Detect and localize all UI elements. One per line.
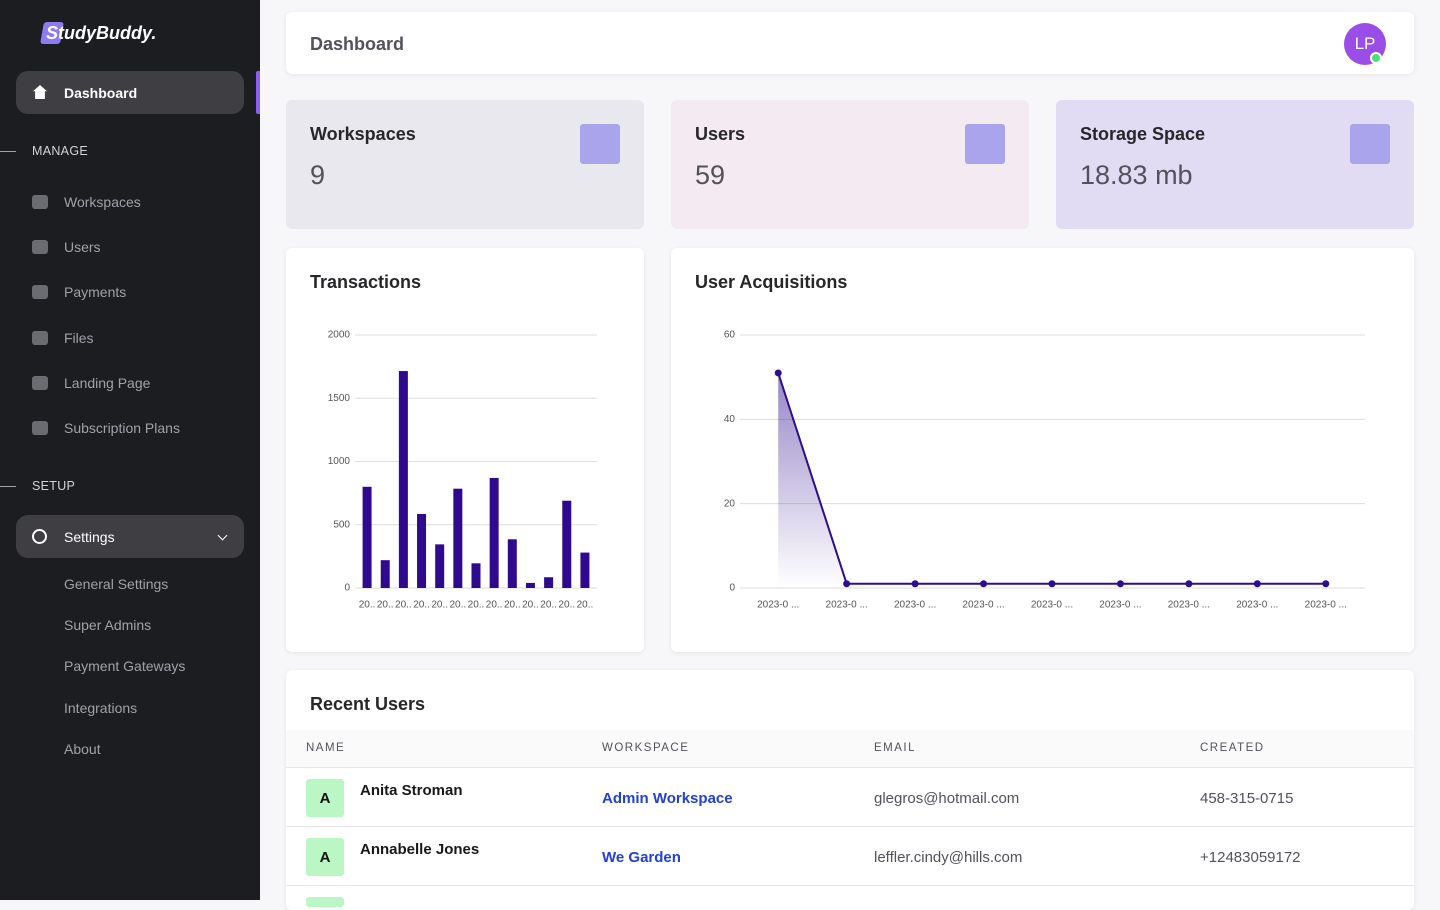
nav-label: Settings [64, 528, 115, 545]
created: 458-315-0715 [1200, 790, 1294, 807]
table-header [286, 730, 1414, 768]
workspace-link[interactable]: We Garden [602, 849, 681, 866]
section-heading: MANAGE [32, 144, 88, 158]
stat-card: Workspaces 9 [286, 100, 644, 229]
avatar-initials: LP [1354, 34, 1376, 53]
gear-icon [32, 529, 47, 544]
logo: StudyBuddy. [46, 23, 157, 43]
divider [0, 151, 16, 152]
nav-item[interactable]: Payments [64, 284, 127, 301]
chart-card: Transactions [286, 248, 644, 652]
nav-icon [32, 421, 48, 435]
row-avatar: A [306, 779, 344, 817]
stat-value: 9 [310, 160, 326, 190]
nav-item[interactable]: Landing Page [64, 374, 151, 391]
stat-card: Users 59 [671, 100, 1029, 229]
active-indicator [256, 71, 260, 114]
chart-card: User Acquisitions [671, 248, 1414, 652]
row-avatar [306, 897, 344, 907]
row-divider [286, 885, 1414, 886]
stat-label: Storage Space [1080, 124, 1206, 144]
workspace-link[interactable]: Admin Workspace [602, 790, 733, 807]
stat-label: Users [695, 124, 746, 144]
nav-subitem[interactable]: Payment Gateways [64, 658, 186, 675]
sidebar: StudyBuddy. Dashboard MANAGE SETUP Setti… [0, 0, 260, 900]
email: leffler.cindy@hills.com [874, 849, 1023, 866]
nav-subitem[interactable]: Super Admins [64, 617, 152, 634]
nav-subitem[interactable]: About [64, 740, 101, 757]
chart-title: User Acquisitions [695, 272, 848, 292]
chart-title: Transactions [310, 272, 422, 292]
nav-item[interactable]: Workspaces [64, 194, 141, 210]
nav-icon [32, 195, 48, 209]
user-name: Anita Stroman [360, 782, 463, 799]
email: glegros@hotmail.com [874, 790, 1020, 807]
stat-icon [580, 124, 620, 164]
column-header: NAME [306, 742, 346, 754]
row-divider [286, 826, 1414, 827]
nav-icon [32, 330, 48, 345]
home-icon [33, 85, 47, 99]
divider [0, 486, 16, 487]
nav-dashboard[interactable]: Dashboard [16, 71, 244, 114]
column-header: CREATED [1200, 742, 1265, 754]
stat-icon [965, 124, 1005, 164]
online-dot [1370, 52, 1382, 64]
user-name: Annabelle Jones [360, 841, 480, 858]
section-heading: SETUP [32, 479, 76, 493]
created: +12483059172 [1200, 849, 1301, 866]
column-header: WORKSPACE [602, 742, 690, 754]
nav-subitem[interactable]: General Settings [64, 576, 169, 592]
nav-subitem[interactable]: Integrations [64, 699, 138, 716]
nav-icon [32, 240, 48, 255]
nav-item[interactable]: Subscription Plans [64, 420, 180, 436]
nav-item[interactable]: Files [64, 329, 94, 346]
nav-icon [32, 285, 48, 300]
nav-settings[interactable]: Settings [16, 515, 244, 558]
header: Dashboard LP [286, 12, 1414, 74]
table-title: Recent Users [310, 694, 426, 714]
column-header: EMAIL [874, 742, 917, 754]
nav-item[interactable]: Users [64, 239, 101, 256]
stat-icon [1350, 124, 1390, 164]
row-avatar: A [306, 838, 344, 876]
nav-label: Dashboard [64, 84, 138, 101]
table-card: Recent Users [286, 670, 1414, 910]
page-title: Dashboard [310, 34, 405, 54]
stat-card: Storage Space 18.83 mb [1056, 100, 1414, 229]
nav-icon [32, 375, 48, 390]
stat-label: Workspaces [310, 124, 416, 144]
stat-value: 18.83 mb [1080, 160, 1193, 190]
stat-value: 59 [695, 160, 726, 190]
